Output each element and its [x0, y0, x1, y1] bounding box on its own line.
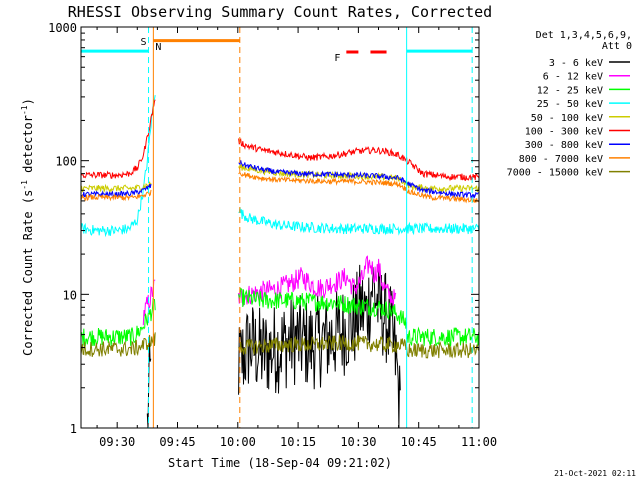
plot-frame: [80, 26, 480, 429]
legend-label-7: 800 - 7000 keV: [519, 154, 603, 165]
x-tick-label-3: 10:15: [280, 435, 316, 449]
series-line-3-0: [80, 95, 156, 238]
legend-label-1: 6 - 12 keV: [543, 72, 603, 83]
legend-label-5: 100 - 300 keV: [525, 127, 603, 138]
series-line-7-0: [80, 189, 152, 202]
y-tick-label-1: 10: [63, 288, 77, 302]
series-5: [80, 99, 480, 182]
series-8: [80, 332, 480, 359]
series-4: [80, 163, 480, 194]
series-line-4-1: [238, 163, 480, 194]
y-tick-label-3: 1000: [48, 21, 77, 35]
x-tick-label-1: 09:45: [159, 435, 195, 449]
x-tick-label-5: 10:45: [401, 435, 437, 449]
x-tick-label-0: 09:30: [99, 435, 135, 449]
series-line-2-1: [238, 287, 408, 329]
legend-label-6: 300 - 800 keV: [525, 140, 603, 151]
legend-label-0: 3 - 6 keV: [549, 58, 603, 69]
legend-label-3: 25 - 50 keV: [537, 99, 603, 110]
y-tick-label-0: 1: [70, 422, 77, 436]
series-layer: [80, 95, 480, 429]
series-line-2-2: [406, 326, 480, 347]
legend-label-2: 12 - 25 keV: [537, 85, 603, 96]
x-tick-label-6: 11:00: [461, 435, 497, 449]
x-tick-label-2: 10:00: [220, 435, 256, 449]
event-label-f: F: [334, 53, 340, 64]
series-line-8-2: [406, 341, 480, 359]
legend-header-0: Det 1,3,4,5,6,9,: [536, 30, 632, 41]
legend-label-4: 50 - 100 keV: [531, 113, 603, 124]
series-line-3-1: [238, 207, 480, 236]
series-0: [146, 264, 401, 429]
annotation-layer: S N F: [81, 27, 473, 428]
legend: Det 1,3,4,5,6,9,Att 0 3 - 6 keV 6 - 12 keV…: [507, 30, 632, 179]
y-axis-label: Corrected Count Rate (s-1 detector-1): [20, 98, 35, 356]
event-label-s: S: [141, 37, 147, 48]
footer-timestamp: 21-Oct-2021 02:11: [554, 469, 636, 478]
x-axis-label: Start Time (18-Sep-04 09:21:02): [168, 456, 392, 470]
series-2: [80, 287, 480, 347]
series-line-4-0: [80, 181, 152, 194]
series-line-1-1: [238, 255, 397, 309]
series-line-2-0: [80, 297, 156, 347]
event-label-n: N: [155, 42, 161, 53]
series-line-0-0: [146, 335, 152, 429]
series-line-8-1: [238, 335, 408, 355]
tick-layer: 09:30 09:45 10:00 10:15 10:30 10:45 11:00 1 10 10…: [48, 21, 497, 449]
x-tick-label-4: 10:30: [340, 435, 376, 449]
series-line-6-1: [238, 160, 479, 199]
series-line-5-1: [238, 138, 480, 182]
chart-title: RHESSI Observing Summary Count Rates, Co…: [68, 3, 492, 21]
series-line-7-1: [238, 172, 480, 204]
legend-label-8: 7000 - 15000 keV: [507, 168, 603, 179]
series-line-5-0: [80, 99, 156, 179]
series-line-0-1: [238, 264, 401, 429]
series-3: [80, 95, 480, 238]
series-7: [80, 172, 480, 204]
y-tick-label-2: 100: [55, 155, 77, 169]
series-line-8-0: [80, 332, 156, 358]
legend-header-1: Att 0: [602, 41, 632, 52]
